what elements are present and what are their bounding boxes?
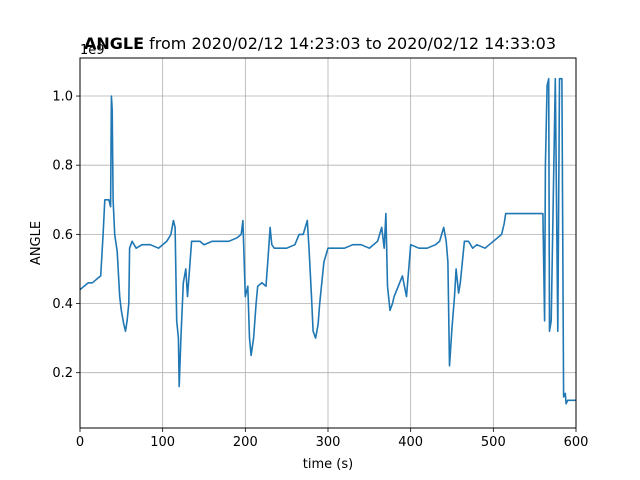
x-tick-label: 600 — [564, 435, 589, 450]
axis-ticks: 0 100 200 300 400 500 600 0.2 0.4 0.6 0.8 1.0 — [52, 90, 588, 450]
y-tick-label: 0.8 — [52, 159, 73, 174]
x-tick-label: 300 — [316, 435, 341, 450]
y-tick-label: 0.2 — [52, 366, 73, 381]
chart-title: ANGLE from 2020/02/12 14:23:03 to 2020/0… — [0, 34, 640, 53]
x-tick-label: 0 — [76, 435, 84, 450]
series-layer — [79, 77, 576, 405]
y-tick-label: 0.4 — [52, 297, 73, 312]
x-tick-label: 100 — [150, 435, 175, 450]
y-offset-text: 1e9 — [80, 43, 105, 58]
title-bold: ANGLE — [84, 34, 145, 53]
x-tick-label: 500 — [481, 435, 506, 450]
y-tick-label: 0.6 — [52, 228, 73, 243]
y-axis-label: ANGLE — [29, 221, 44, 265]
grid-lines — [79, 58, 577, 428]
title-rest: from 2020/02/12 14:23:03 to 2020/02/12 1… — [144, 34, 556, 53]
x-tick-label: 200 — [233, 435, 258, 450]
series-line — [79, 77, 576, 405]
x-axis-label: time (s) — [303, 457, 353, 472]
x-tick-label: 400 — [398, 435, 423, 450]
y-tick-label: 1.0 — [52, 90, 73, 105]
